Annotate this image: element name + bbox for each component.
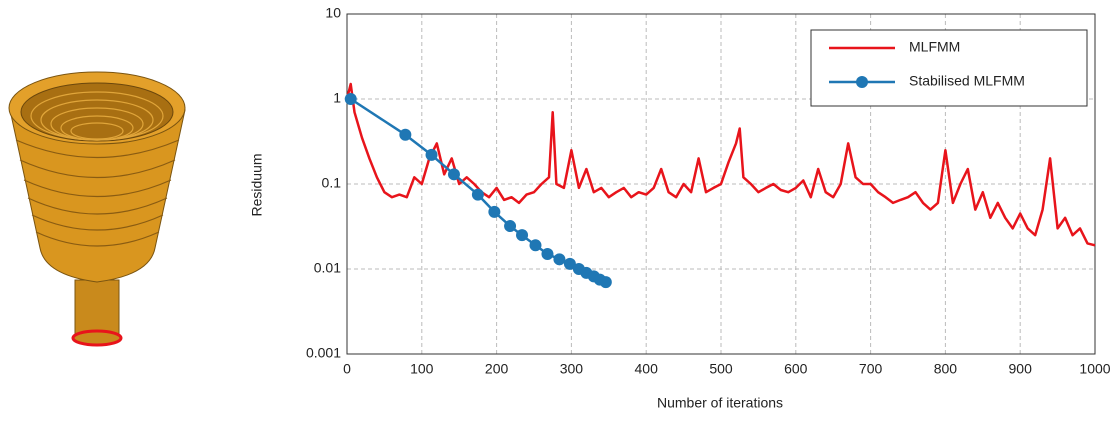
x-tick-label: 700 [859, 361, 883, 377]
x-tick-label: 900 [1009, 361, 1033, 377]
legend-box [810, 29, 1088, 107]
horn-neck [74, 279, 120, 339]
horn-aperture [20, 82, 174, 142]
horn-port [71, 329, 123, 347]
legend-marker [856, 76, 868, 88]
series-marker [344, 93, 357, 105]
legend-label: MLFMM [909, 39, 960, 55]
x-tick-label: 400 [635, 361, 659, 377]
series-marker [516, 229, 529, 242]
legend-label: Stabilised MLFMM [909, 73, 1025, 89]
y-tick-label: 10 [325, 5, 341, 21]
y-tick-label: 0.001 [306, 345, 341, 361]
series-marker [563, 257, 576, 270]
series-marker [399, 128, 412, 141]
series-marker [541, 248, 554, 261]
series-marker [553, 253, 566, 266]
x-tick-label: 100 [410, 361, 434, 377]
x-tick-label: 0 [343, 361, 351, 377]
y-tick-label: 0.01 [314, 260, 341, 276]
plot-frame [346, 13, 1096, 355]
horn-illustration [8, 71, 186, 347]
x-tick-label: 300 [560, 361, 584, 377]
horn-rings [15, 139, 180, 247]
series-marker [599, 276, 612, 289]
chart: Number of iterations Residuum 0.001 0.01 0… [249, 5, 1111, 411]
x-tick-label: 1000 [1079, 361, 1110, 377]
x-tick-label: 200 [485, 361, 509, 377]
y-tick-label: 0.1 [322, 175, 342, 191]
x-axis-label: Number of iterations [657, 395, 783, 411]
y-axis-label: Residuum [249, 153, 265, 216]
series-marker [425, 148, 438, 161]
series-line [345, 82, 1096, 247]
series-marker [488, 205, 501, 218]
series-marker [447, 168, 460, 181]
x-tick-label: 500 [709, 361, 733, 377]
horn-inner-rings [30, 91, 164, 141]
x-tick-label: 800 [934, 361, 958, 377]
x-tick-label: 600 [784, 361, 808, 377]
y-tick-label: 1 [333, 90, 341, 106]
series-marker [504, 220, 517, 233]
series-marker [529, 239, 542, 252]
series-marker [471, 188, 484, 201]
